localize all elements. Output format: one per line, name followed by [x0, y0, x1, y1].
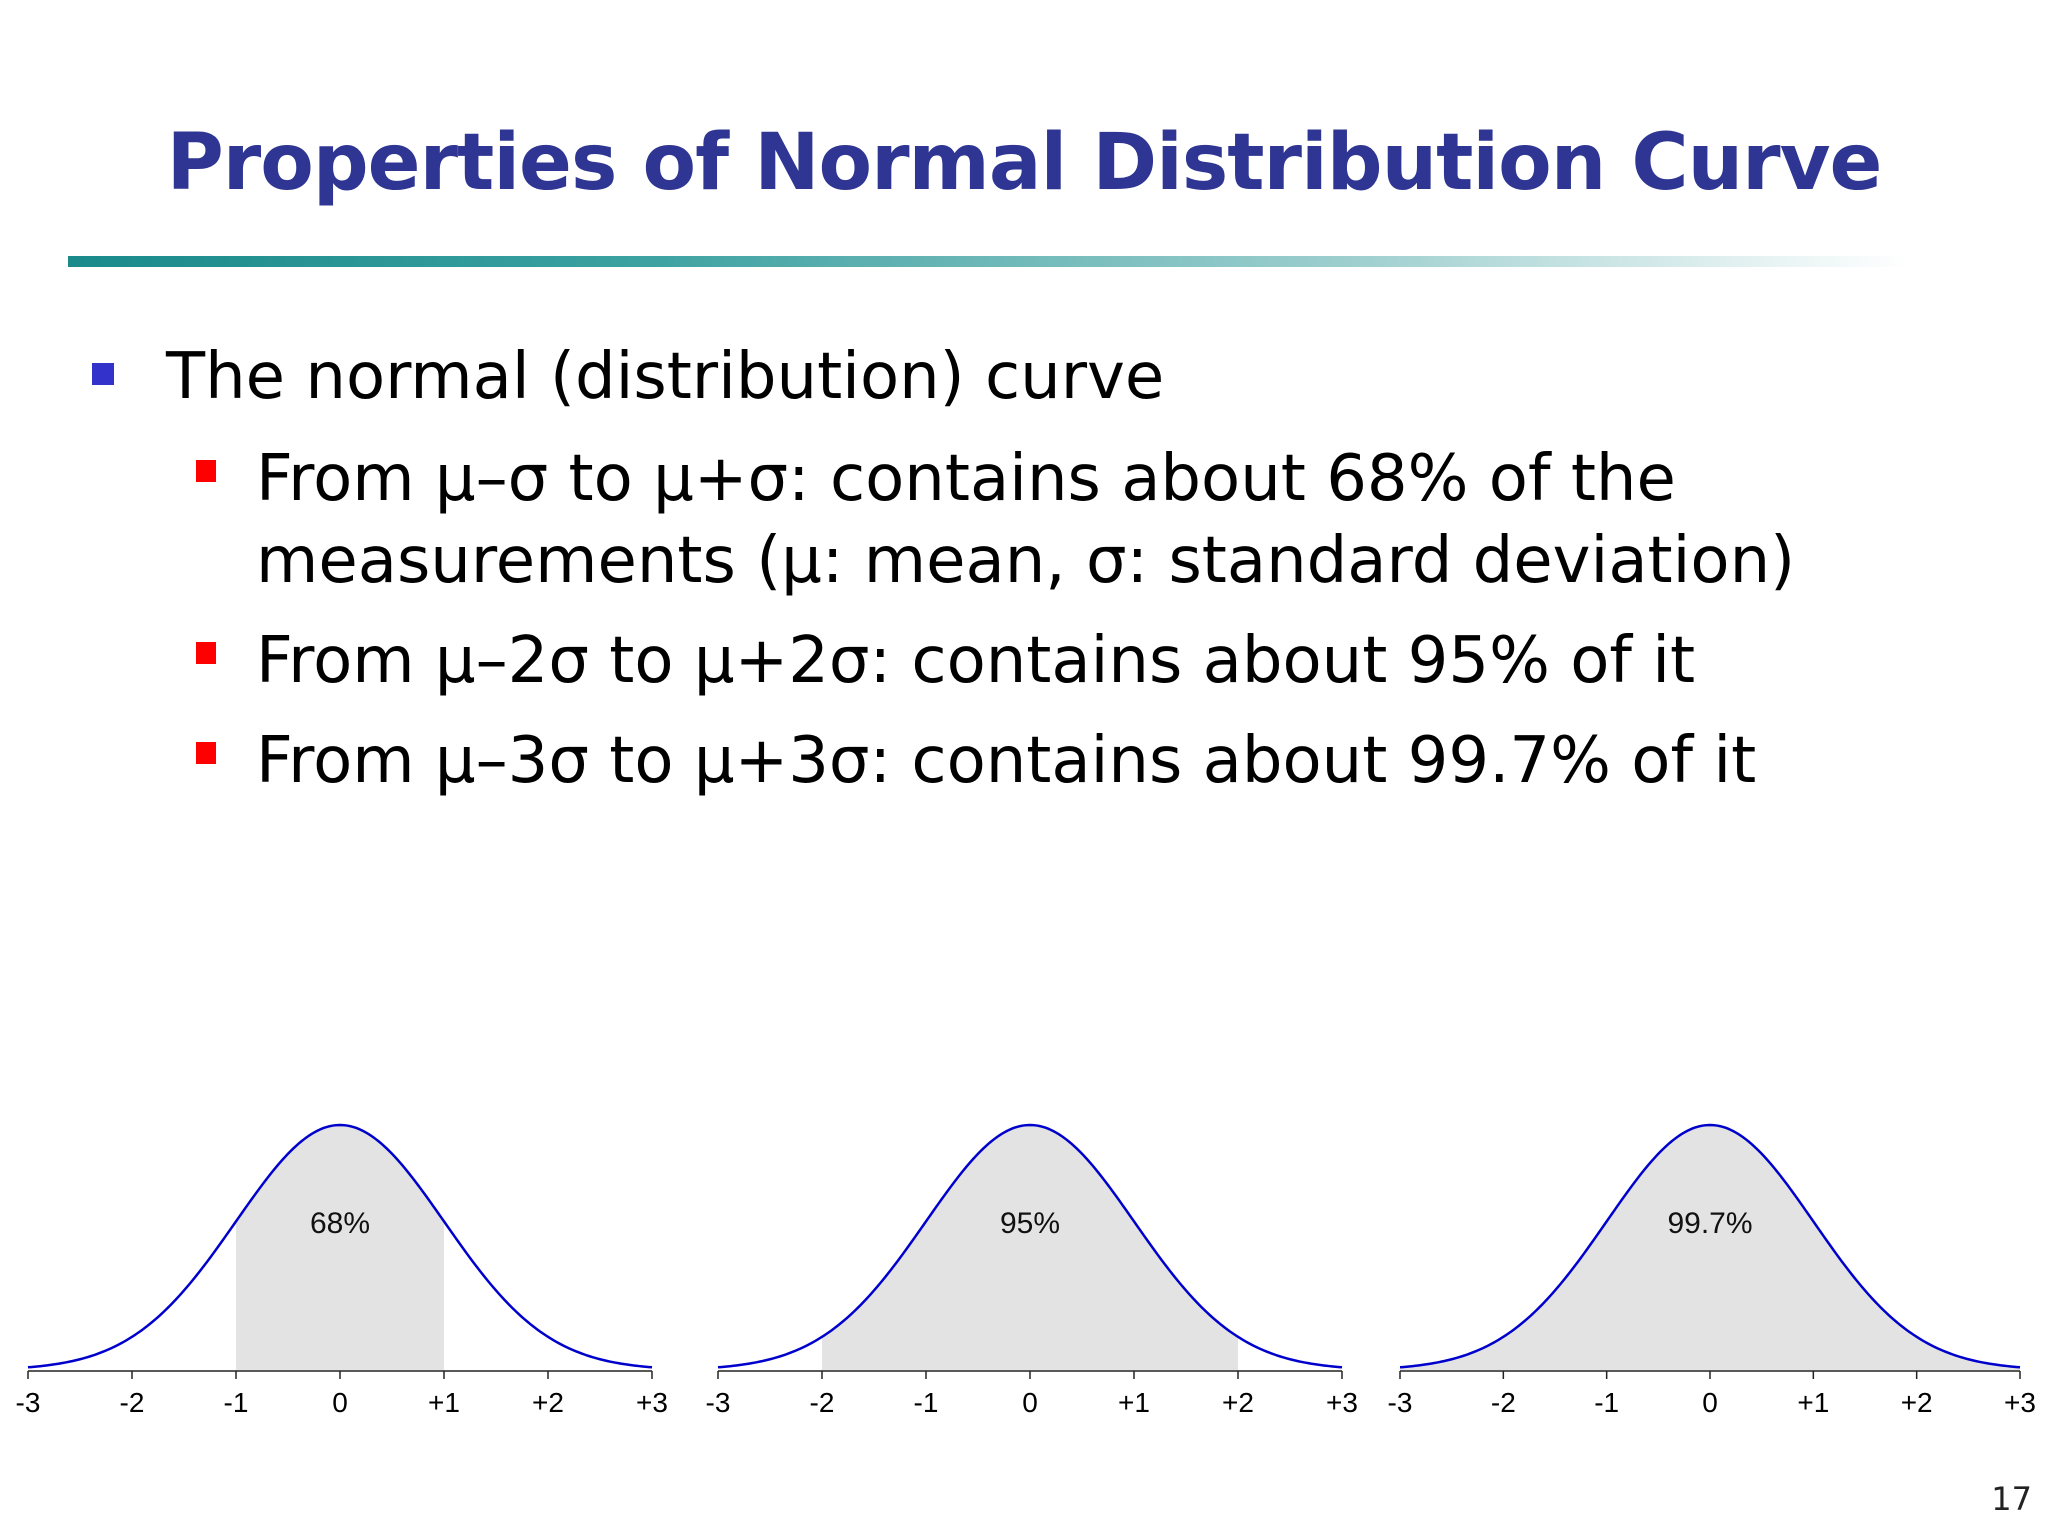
x-tick-label: +1: [1797, 1387, 1829, 1418]
bullet-item-text: From μ–σ to μ+σ: contains about 68% of t…: [256, 442, 1676, 516]
percentage-label: 68%: [310, 1207, 370, 1240]
bullet-item-text: From μ–3σ to μ+3σ: contains about 99.7% …: [256, 724, 1757, 798]
x-tick-label: +3: [1326, 1387, 1358, 1418]
percentage-label: 99.7%: [1667, 1207, 1752, 1240]
x-tick-label: -1: [224, 1387, 249, 1418]
normal-curve-chart-68: -3 -2 -1 0 +1 +2 +3 68%: [16, 1123, 668, 1418]
normal-curve-chart-95: -3 -2 -1 0 +1 +2 +3 95%: [706, 1123, 1358, 1418]
x-tick-label: +1: [428, 1387, 460, 1418]
x-tick-label: -3: [706, 1387, 731, 1418]
shaded-area: [822, 1125, 1238, 1370]
x-tick-label: 0: [1702, 1387, 1718, 1418]
slide-title: Properties of Normal Distribution Curve: [166, 118, 1883, 208]
bullet-level1-text: The normal (distribution) curve: [166, 340, 1165, 414]
x-tick-label: +1: [1118, 1387, 1150, 1418]
x-tick-label: -3: [1388, 1387, 1413, 1418]
bullet-square-icon: [92, 363, 114, 385]
x-tick-label: -2: [120, 1387, 145, 1418]
density-curve: [717, 1123, 1343, 1369]
bullet-item-text-continuation: measurements (μ: mean, σ: standard devia…: [256, 524, 1796, 598]
normal-curve-chart-99-7: -3 -2 -1 0 +1 +2 +3 99.7%: [1388, 1123, 2036, 1418]
x-tick-label: -2: [1491, 1387, 1516, 1418]
density-curve: [1399, 1123, 2021, 1369]
title-divider: [68, 256, 1908, 267]
x-tick-label: +3: [636, 1387, 668, 1418]
x-tick-label: +2: [1222, 1387, 1254, 1418]
x-tick-label: -2: [810, 1387, 835, 1418]
bullet-square-icon: [196, 742, 216, 764]
x-tick-label: 0: [1022, 1387, 1038, 1418]
page-number: 17: [1991, 1480, 2032, 1518]
x-tick-label: -1: [1594, 1387, 1619, 1418]
x-tick-label: +2: [1901, 1387, 1933, 1418]
x-tick-label: -1: [914, 1387, 939, 1418]
percentage-label: 95%: [1000, 1207, 1060, 1240]
bullet-square-icon: [196, 642, 216, 664]
bullet-item-text: From μ–2σ to μ+2σ: contains about 95% of…: [256, 624, 1696, 698]
shaded-area: [236, 1125, 444, 1370]
density-curve: [27, 1123, 653, 1369]
x-tick-label: +2: [532, 1387, 564, 1418]
bullet-square-icon: [196, 460, 216, 482]
shaded-area: [1400, 1125, 2020, 1370]
x-tick-label: -3: [16, 1387, 41, 1418]
x-tick-label: +3: [2004, 1387, 2036, 1418]
x-tick-label: 0: [332, 1387, 348, 1418]
